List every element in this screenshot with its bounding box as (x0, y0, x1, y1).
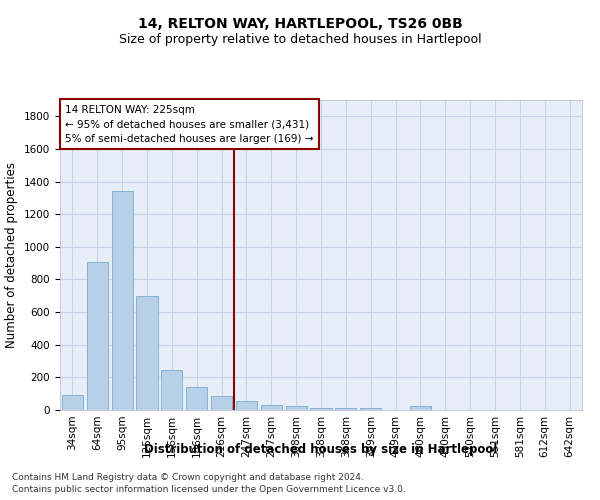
Text: Size of property relative to detached houses in Hartlepool: Size of property relative to detached ho… (119, 32, 481, 46)
Bar (286, 406, 307, 410)
Bar (62, 396, 83, 410)
Bar (261, 405, 282, 410)
Bar (360, 408, 381, 410)
Bar (410, 406, 431, 410)
Bar (87, 262, 108, 410)
Y-axis label: Number of detached properties: Number of detached properties (5, 162, 19, 348)
Text: Contains HM Land Registry data © Crown copyright and database right 2024.: Contains HM Land Registry data © Crown c… (12, 472, 364, 482)
Bar (136, 296, 158, 410)
Bar (161, 370, 182, 410)
Bar (310, 408, 332, 410)
Bar (186, 387, 207, 410)
Text: Distribution of detached houses by size in Hartlepool: Distribution of detached houses by size … (145, 442, 497, 456)
Bar (112, 192, 133, 410)
Bar (236, 401, 257, 410)
Text: 14, RELTON WAY, HARTLEPOOL, TS26 0BB: 14, RELTON WAY, HARTLEPOOL, TS26 0BB (137, 18, 463, 32)
Bar (335, 408, 356, 410)
Bar (211, 396, 232, 410)
Text: Contains public sector information licensed under the Open Government Licence v3: Contains public sector information licen… (12, 485, 406, 494)
Text: 14 RELTON WAY: 225sqm
← 95% of detached houses are smaller (3,431)
5% of semi-de: 14 RELTON WAY: 225sqm ← 95% of detached … (65, 104, 314, 144)
